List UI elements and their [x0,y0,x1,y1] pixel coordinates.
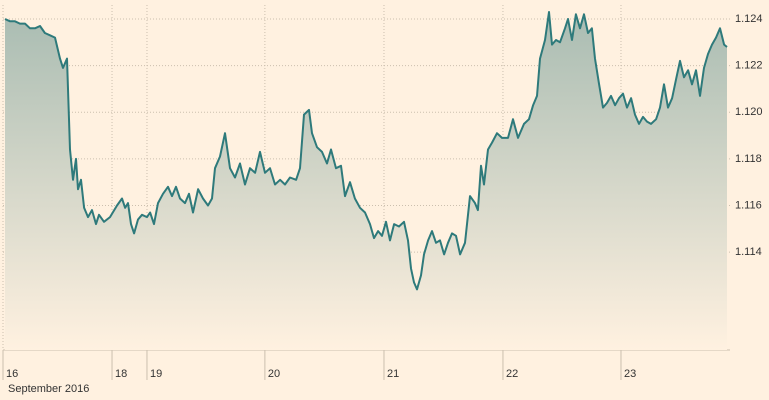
area [5,12,727,350]
x-tick-label: 23 [624,368,636,380]
x-axis-label: September 2016 [8,383,89,395]
y-tick-label: 1.116 [735,199,762,211]
x-tick-label: 20 [268,368,280,380]
x-tick-label: 22 [506,368,518,380]
x-tick-label: 16 [6,368,18,380]
y-tick-label: 1.124 [735,13,763,25]
x-tick-label: 19 [150,368,162,380]
y-tick-label: 1.122 [735,60,763,72]
x-tick-label: 21 [387,368,399,380]
y-tick-label: 1.120 [735,106,763,118]
y-tick-label: 1.114 [735,246,762,258]
line [4,11,728,291]
y-tick-label: 1.118 [735,153,762,165]
x-tick-label: 18 [115,368,127,380]
